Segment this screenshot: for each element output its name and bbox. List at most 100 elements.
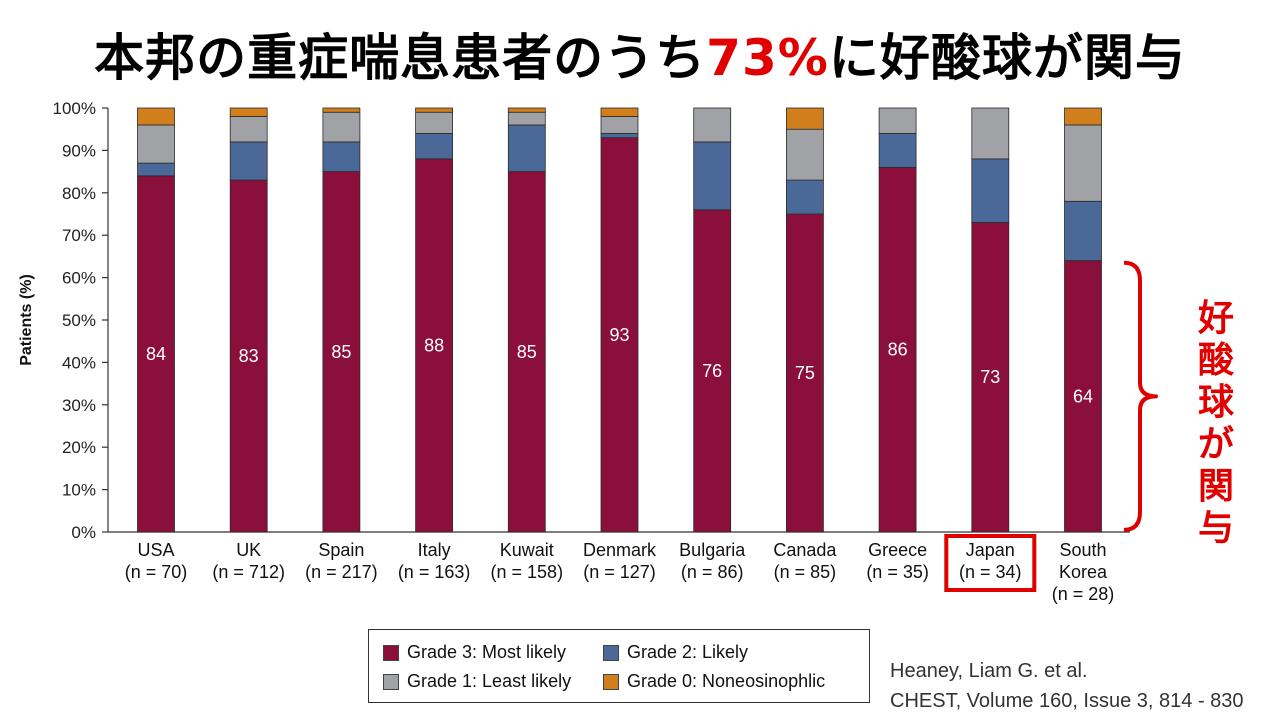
legend-label: Grade 1: Least likely	[407, 671, 572, 691]
legend-label: Grade 2: Likely	[627, 642, 749, 662]
bar-segment	[693, 107, 732, 143]
bar-value-label: 76	[702, 361, 722, 381]
x-tick-label: (n = 127)	[583, 562, 656, 582]
bar-segment	[322, 141, 361, 172]
bar-segment	[878, 166, 917, 533]
x-tick-label: Denmark	[583, 540, 657, 560]
side-char: 与	[1197, 508, 1234, 549]
bar-segment	[1064, 260, 1102, 533]
bar-segment	[786, 179, 824, 215]
bar-segment	[786, 107, 824, 130]
citation-journal: CHEST, Volume 160, Issue 3, 814 - 830	[890, 690, 1244, 712]
legend-item-grade0: Grade 0: Noneosinophlic	[603, 671, 825, 692]
bar-segment	[229, 179, 268, 533]
x-tick-label: Greece	[868, 540, 927, 560]
bar-segment	[137, 175, 175, 533]
bar-value-label: 86	[888, 340, 908, 360]
legend-swatch-grade0	[603, 673, 619, 690]
bar-value-label: 85	[331, 342, 351, 362]
bar-segment	[229, 141, 268, 181]
x-tick-label: Korea	[1059, 562, 1108, 582]
legend-item-grade3: Grade 3: Most likely	[383, 642, 566, 663]
side-annotation: 好 酸 球 が 関 与	[1196, 298, 1236, 550]
x-tick-label: (n = 712)	[212, 562, 285, 582]
bar-value-label: 85	[517, 342, 537, 362]
bar-value-label: 64	[1073, 386, 1093, 406]
legend-label: Grade 3: Most likely	[407, 642, 567, 662]
side-char: 球	[1197, 382, 1234, 423]
bar-segment	[971, 158, 1010, 223]
x-tick-label: (n = 35)	[866, 562, 929, 582]
legend-label: Grade 0: Noneosinophlic	[627, 671, 826, 691]
bar-segment	[600, 116, 639, 134]
x-tick-label: (n = 34)	[959, 562, 1022, 582]
bar-value-label: 73	[980, 367, 1000, 387]
x-tick-label: Italy	[418, 540, 451, 560]
y-tick-label: 20%	[62, 438, 96, 457]
x-tick-label: (n = 158)	[491, 562, 564, 582]
legend-swatch-grade3	[383, 644, 399, 661]
x-tick-label: (n = 163)	[398, 562, 471, 582]
x-tick-label: (n = 85)	[774, 562, 837, 582]
bar-segment	[229, 116, 268, 143]
bar-segment	[415, 111, 454, 134]
x-tick-label: Spain	[318, 540, 364, 560]
bar-value-label: 88	[424, 335, 444, 355]
bar-segment	[507, 171, 546, 533]
citation: Heaney, Liam G. et al. CHEST, Volume 160…	[890, 656, 1270, 716]
bar-segment	[507, 111, 546, 126]
bar-segment	[322, 107, 361, 113]
title-highlight: 73%	[706, 29, 829, 87]
bar-segment	[322, 111, 361, 143]
bar-segment	[786, 128, 824, 181]
x-tick-label: Kuwait	[500, 540, 554, 560]
x-tick-label: South	[1059, 540, 1106, 560]
bar-segment	[1064, 124, 1102, 202]
x-tick-label: Bulgaria	[679, 540, 746, 560]
bar-value-label: 83	[239, 346, 259, 366]
bar-segment	[693, 141, 732, 211]
bar-segment	[1064, 107, 1102, 126]
x-tick-label: (n = 217)	[305, 562, 378, 582]
y-tick-label: 100%	[53, 99, 96, 118]
y-tick-label: 60%	[62, 269, 96, 288]
bar-segment	[600, 137, 639, 533]
bar-segment	[971, 107, 1010, 160]
bar-value-label: 75	[795, 363, 815, 383]
x-tick-label: USA	[137, 540, 174, 560]
red-brace	[1123, 260, 1158, 532]
chart-legend: Grade 3: Most likely Grade 2: Likely Gra…	[368, 629, 870, 703]
x-tick-label: Japan	[966, 540, 1015, 560]
bar-segment	[600, 107, 639, 117]
y-tick-label: 70%	[62, 226, 96, 245]
side-char: が	[1197, 424, 1234, 465]
y-tick-label: 90%	[62, 141, 96, 160]
bar-segment	[137, 124, 175, 164]
bar-segment	[693, 209, 732, 533]
y-tick-label: 30%	[62, 396, 96, 415]
y-tick-label: 50%	[62, 311, 96, 330]
x-tick-label: UK	[236, 540, 261, 560]
bar-segment	[137, 162, 175, 177]
y-tick-label: 80%	[62, 184, 96, 203]
legend-swatch-grade2	[603, 644, 619, 661]
bar-segment	[415, 133, 454, 160]
side-char: 酸	[1197, 340, 1234, 381]
bar-segment	[322, 171, 361, 533]
legend-item-grade1: Grade 1: Least likely	[383, 671, 571, 692]
y-tick-label: 10%	[62, 481, 96, 500]
bar-segment	[878, 107, 917, 134]
y-tick-label: 40%	[62, 353, 96, 372]
bar-segment	[878, 133, 917, 168]
bar-segment	[415, 107, 454, 113]
highlight-box	[944, 534, 1037, 592]
x-tick-label: (n = 70)	[125, 562, 188, 582]
x-tick-label: (n = 28)	[1052, 584, 1115, 604]
bar-segment	[971, 222, 1010, 533]
title-text: 本邦の重症喘息患者のうち	[94, 29, 707, 87]
side-char: 関	[1197, 466, 1234, 507]
bar-segment	[1064, 200, 1102, 262]
legend-item-grade2: Grade 2: Likely	[603, 642, 748, 663]
page-title: 本邦の重症喘息患者のうち73%に好酸球が関与	[0, 18, 1280, 90]
